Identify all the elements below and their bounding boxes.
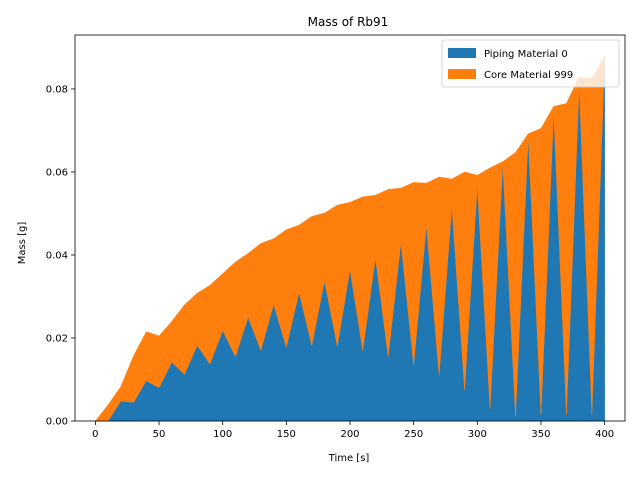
legend-swatch — [448, 69, 476, 79]
y-tick-label: 0.06 — [46, 167, 68, 178]
y-tick-label: 0.00 — [46, 417, 68, 428]
x-tick-label: 250 — [404, 429, 423, 440]
x-tick-label: 300 — [468, 429, 487, 440]
x-tick-label: 0 — [92, 429, 98, 440]
y-axis: 0.00 0.02 0.04 0.06 0.08 — [46, 84, 75, 428]
legend-label: Core Material 999 — [484, 70, 573, 81]
y-tick-label: 0.08 — [46, 84, 68, 95]
plot-area — [74, 34, 626, 422]
x-tick-label: 100 — [213, 429, 232, 440]
legend-box — [441, 39, 620, 88]
legend: Piping Material 0 Core Material 999 — [441, 39, 620, 88]
y-tick-label: 0.04 — [46, 250, 68, 261]
x-tick-label: 50 — [153, 429, 166, 440]
x-axis: 0 50 100 150 200 250 300 350 400 — [92, 421, 614, 440]
chart-title: Mass of Rb91 — [308, 15, 389, 29]
x-tick-label: 150 — [277, 429, 296, 440]
legend-label: Piping Material 0 — [484, 49, 568, 60]
x-axis-label: Time [s] — [328, 453, 370, 464]
x-tick-label: 400 — [595, 429, 614, 440]
legend-swatch — [448, 48, 476, 58]
x-tick-label: 200 — [340, 429, 359, 440]
y-tick-label: 0.02 — [46, 333, 68, 344]
y-axis-label: Mass [g] — [17, 222, 28, 265]
x-tick-label: 350 — [531, 429, 550, 440]
